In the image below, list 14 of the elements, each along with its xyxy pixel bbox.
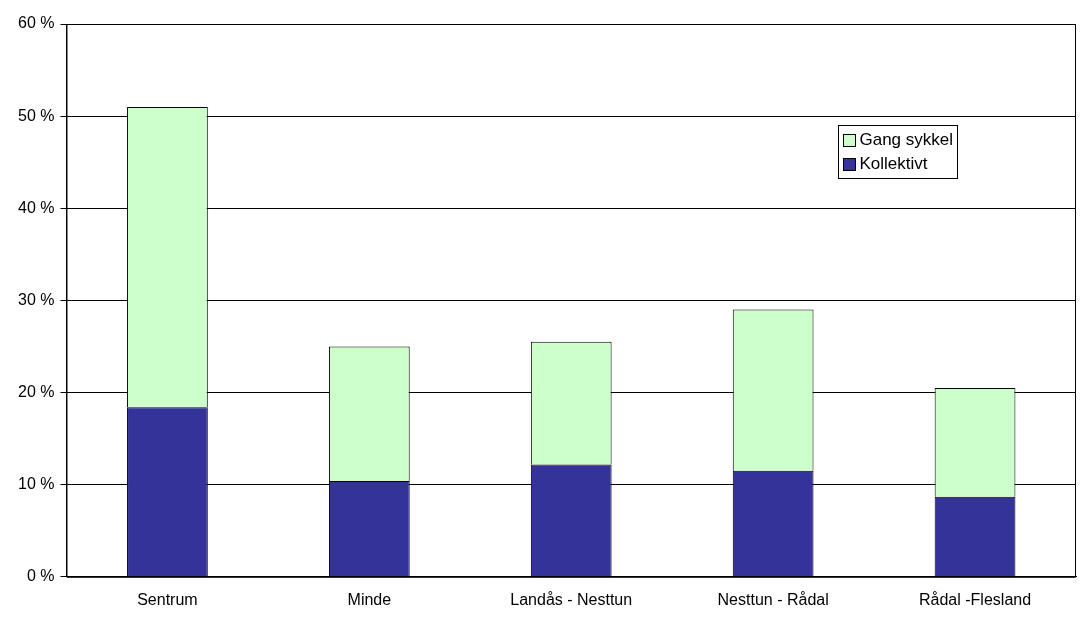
y-tick-label: 30 % xyxy=(18,290,55,308)
x-tick-label: Nesttun - Rådal xyxy=(717,590,829,608)
y-tick-label: 0 % xyxy=(26,567,55,585)
y-tick-label: 50 % xyxy=(18,106,55,124)
x-tick-label: Landås - Nesttun xyxy=(510,590,633,608)
y-tick-label: 40 % xyxy=(18,198,55,216)
y-tick-label: 60 % xyxy=(18,14,55,32)
legend-label: Kollektivt xyxy=(859,153,928,175)
y-tick-label: 10 % xyxy=(18,475,55,493)
x-tick-label: Minde xyxy=(347,590,392,608)
y-tick-label: 20 % xyxy=(18,382,55,400)
x-tick-label: Rådal -Flesland xyxy=(919,590,1032,608)
legend-label: Gang sykkel xyxy=(859,129,953,151)
x-tick-label: Sentrum xyxy=(137,590,198,608)
